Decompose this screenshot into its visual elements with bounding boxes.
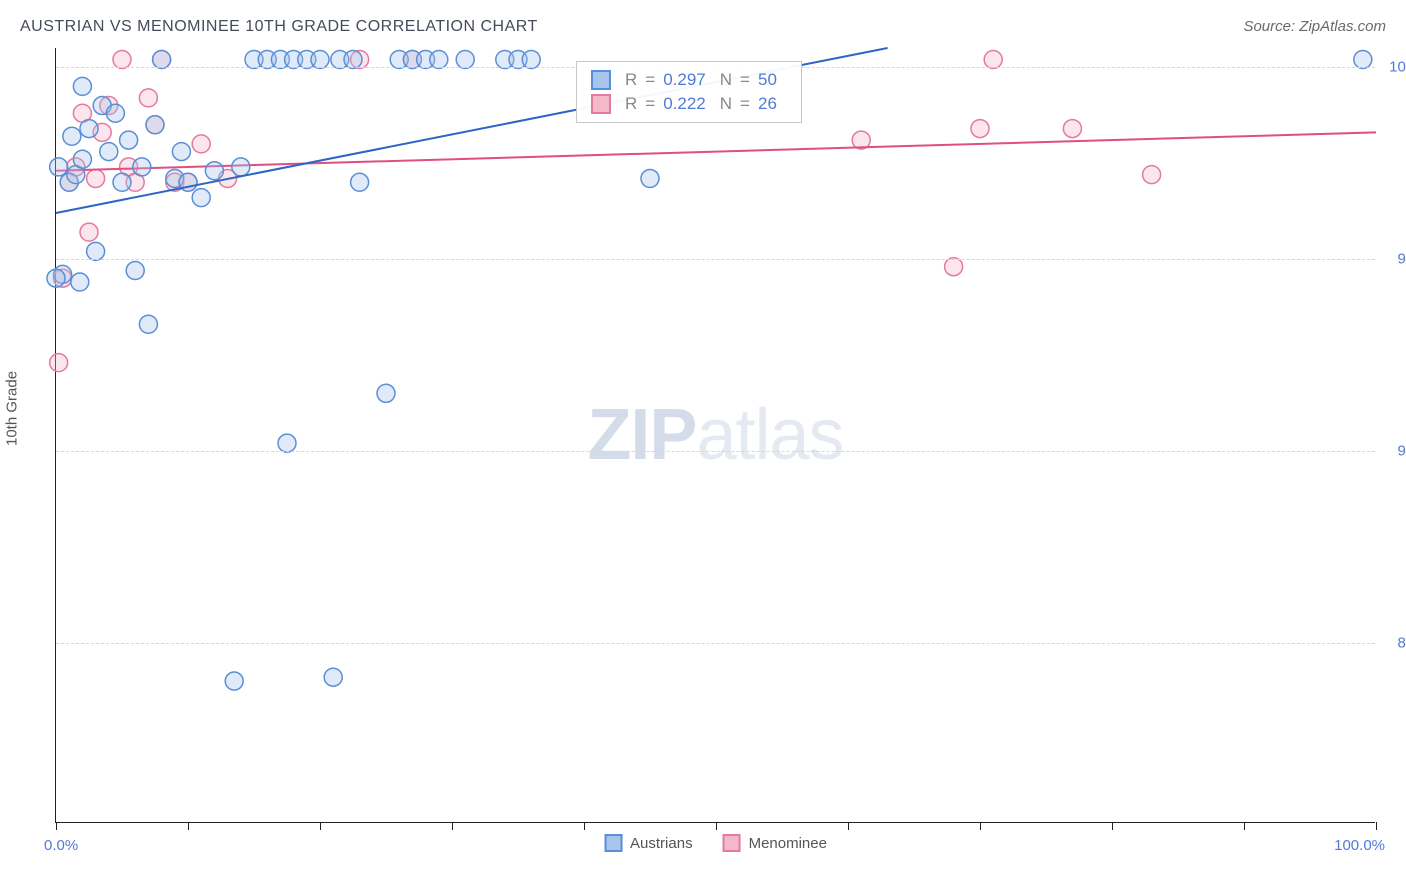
data-point <box>80 120 98 138</box>
legend-item-menominee: Menominee <box>723 834 827 852</box>
x-axis-max-label: 100.0% <box>1334 837 1385 854</box>
data-point <box>120 131 138 149</box>
data-point <box>73 150 91 168</box>
data-point <box>63 127 81 145</box>
data-point <box>430 51 448 69</box>
y-tick-label: 85.0% <box>1397 634 1406 651</box>
legend-label-menominee: Menominee <box>749 835 827 852</box>
data-point <box>113 173 131 191</box>
data-point <box>232 158 250 176</box>
data-point <box>344 51 362 69</box>
data-point <box>139 315 157 333</box>
data-point <box>945 258 963 276</box>
data-point <box>113 51 131 69</box>
data-point <box>192 189 210 207</box>
y-tick-label: 90.0% <box>1397 442 1406 459</box>
data-point <box>73 77 91 95</box>
data-point <box>146 116 164 134</box>
data-point <box>205 162 223 180</box>
data-point <box>172 143 190 161</box>
data-point <box>106 104 124 122</box>
legend-swatch-menominee <box>723 834 741 852</box>
y-axis-title: 10th Grade <box>4 371 21 446</box>
data-point <box>351 173 369 191</box>
stats-box: R = 0.297 N = 50 R = 0.222 N = 26 <box>576 61 802 123</box>
data-point <box>456 51 474 69</box>
trend-line <box>56 132 1376 170</box>
scatter-svg <box>56 48 1376 823</box>
data-point <box>971 120 989 138</box>
n-value-austrians: 50 <box>758 70 777 90</box>
data-point <box>139 89 157 107</box>
data-point <box>278 434 296 452</box>
data-point <box>133 158 151 176</box>
data-point <box>71 273 89 291</box>
legend-swatch-austrians <box>604 834 622 852</box>
y-tick-label: 95.0% <box>1397 251 1406 268</box>
data-point <box>324 668 342 686</box>
x-axis-min-label: 0.0% <box>44 837 78 854</box>
data-point <box>153 51 171 69</box>
source-attribution: Source: ZipAtlas.com <box>1243 18 1386 35</box>
data-point <box>1063 120 1081 138</box>
r-value-austrians: 0.297 <box>663 70 706 90</box>
data-point <box>311 51 329 69</box>
data-point <box>87 169 105 187</box>
chart-title: AUSTRIAN VS MENOMINEE 10TH GRADE CORRELA… <box>20 18 538 36</box>
data-point <box>47 269 65 287</box>
data-point <box>126 262 144 280</box>
stats-row-austrians: R = 0.297 N = 50 <box>577 68 801 92</box>
data-point <box>50 158 68 176</box>
legend-item-austrians: Austrians <box>604 834 693 852</box>
legend-label-austrians: Austrians <box>630 835 693 852</box>
data-point <box>100 143 118 161</box>
data-point <box>1354 51 1372 69</box>
data-point <box>50 354 68 372</box>
data-point <box>984 51 1002 69</box>
swatch-austrians <box>591 70 611 90</box>
y-tick-label: 100.0% <box>1389 59 1406 76</box>
plot-area: ZIPatlas 85.0%90.0%95.0%100.0% 0.0% 100.… <box>55 48 1375 823</box>
n-value-menominee: 26 <box>758 94 777 114</box>
stats-row-menominee: R = 0.222 N = 26 <box>577 92 801 116</box>
data-point <box>1143 166 1161 184</box>
data-point <box>522 51 540 69</box>
data-point <box>225 672 243 690</box>
swatch-menominee <box>591 94 611 114</box>
legend: Austrians Menominee <box>604 834 827 852</box>
data-point <box>641 169 659 187</box>
data-point <box>87 242 105 260</box>
data-point <box>377 384 395 402</box>
r-value-menominee: 0.222 <box>663 94 706 114</box>
data-point <box>80 223 98 241</box>
data-point <box>192 135 210 153</box>
